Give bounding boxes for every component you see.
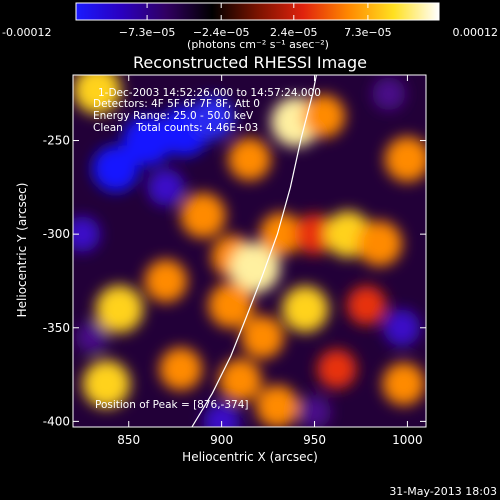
emission-blob [228,137,271,181]
peak-position-label: Position of Peak = [876,-374] [95,399,249,411]
colorbar: -0.00012 −7.3e−05 −2.4e−05 2.4e−05 7.3e−05 0.… [2,2,499,51]
emission-blob [259,212,303,256]
annotation-energy-range: Energy Range: 25.0 - 50.0 keV [93,110,254,122]
colorbar-gradient [75,2,440,21]
negative-blob [372,77,406,111]
y-tick-label: -400 [43,414,70,428]
negative-blob [147,168,185,206]
axis-ticks: 850 900 950 1000 -250 -300 -350 -400 [43,75,426,447]
negative-blob [203,402,241,427]
emission-blob [241,315,284,359]
negative-blob [75,321,108,354]
emission-blob [384,136,426,182]
emission-blob [382,362,426,406]
negative-blob [190,96,235,141]
x-tick-label: 900 [210,433,233,447]
chart-title: Reconstructed RHESSI Image [133,53,367,72]
colorbar-unit-label: (photons cm⁻² s⁻¹ asec⁻²) [187,38,329,51]
colorbar-tick-label: -0.00012 [2,26,51,39]
colorbar-tick-label: 0.00012 [453,26,499,39]
emission-blob [144,259,188,303]
x-axis-title: Heliocentric X (arcsec) [182,450,318,464]
emission-blob [346,285,387,325]
emission-blob [317,349,357,389]
y-tick-label: -300 [43,227,70,241]
negative-blob [383,309,421,347]
solar-limb-line [191,75,317,427]
heatmap-image [73,75,426,427]
emission-blob [95,285,144,333]
negative-blob [73,216,101,252]
emission-blob [73,75,121,114]
emission-blob [208,282,254,328]
emission-blob [218,358,262,402]
y-tick-label: -350 [43,321,70,335]
x-tick-label: 1000 [392,433,423,447]
emission-blob [356,220,403,267]
emission-blob [294,213,335,255]
colorbar-tick-label: −2.4e−05 [193,26,250,39]
colorbar-tick-label: 7.3e−05 [344,26,391,39]
annotation-detectors: Detectors: 4F 5F 6F 7F 8F, Att 0 [93,98,260,110]
negative-blob [297,395,332,427]
emission-blob [230,242,281,293]
emission-blob [82,360,131,408]
x-tick-label: 950 [303,433,326,447]
negative-blob [92,145,139,192]
y-axis-title: Heliocentric Y (arcsec) [15,183,29,318]
x-tick-label: 850 [117,433,140,447]
footer-date: 31-May-2013 18:03 [389,485,497,498]
colorbar-tick-label: −7.3e−05 [119,26,176,39]
colorbar-tick-label: 2.4e−05 [270,26,317,39]
plot-frame [72,74,427,428]
y-tick-label: -250 [43,134,70,148]
emission-blob [302,94,346,138]
annotation-time-range: 1-Dec-2003 14:52:26.000 to 14:57:24.000 [98,87,321,99]
emission-blob [159,347,203,391]
emission-blob [180,192,226,239]
emission-blob [282,285,329,333]
annotation-block: 1-Dec-2003 14:52:26.000 to 14:57:24.000 … [93,87,321,134]
annotation-clean-counts: Clean Total counts: 4.46E+03 [93,122,258,134]
emission-blob [255,385,299,427]
